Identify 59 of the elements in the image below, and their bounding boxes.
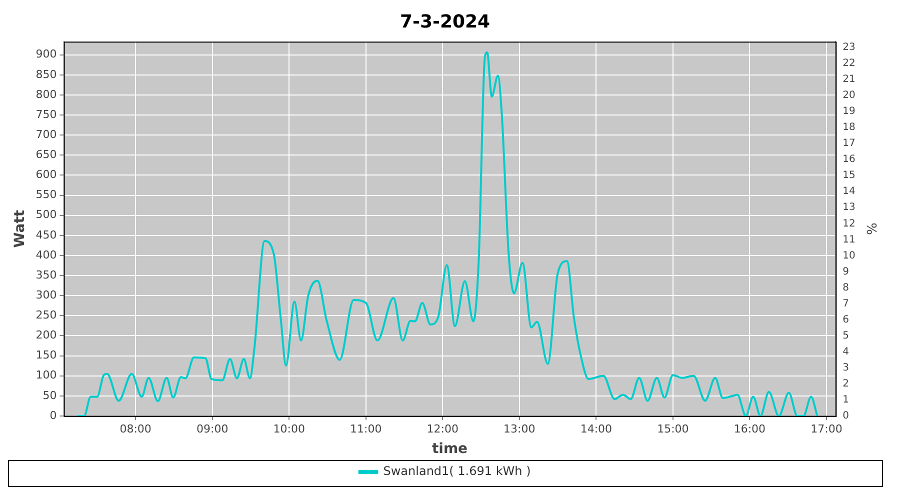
y2-tick-label: 20 bbox=[842, 90, 856, 102]
y2-tick-label: 7 bbox=[842, 298, 850, 310]
y-tick-label: 650 bbox=[36, 148, 57, 162]
y-tick-label: 150 bbox=[36, 348, 57, 362]
y-tick-label: 750 bbox=[36, 108, 57, 121]
legend-label: Swanland1( 1.691 kWh ) bbox=[383, 464, 531, 478]
y-tick-label: 900 bbox=[36, 48, 57, 61]
y-tick-label: 500 bbox=[36, 208, 57, 222]
y2-tick-label: 15 bbox=[842, 170, 856, 182]
x-tick-label: 15:00 bbox=[657, 422, 689, 436]
y2-tick-label: 10 bbox=[842, 250, 856, 262]
y2-tick-label: 9 bbox=[842, 266, 850, 278]
y2-tick-label: 0 bbox=[842, 410, 850, 422]
y-tick-label: 250 bbox=[36, 308, 57, 322]
y2-tick-label: 16 bbox=[842, 154, 856, 166]
y2-tick-label: 12 bbox=[842, 218, 856, 230]
y2-axis-title: % bbox=[862, 222, 878, 235]
y2-tick-label: 5 bbox=[842, 330, 850, 342]
y-tick-label: 300 bbox=[36, 288, 57, 302]
x-tick-label: 12:00 bbox=[426, 422, 458, 436]
y2-tick-label: 13 bbox=[842, 202, 856, 214]
x-axis-title: time bbox=[432, 441, 468, 458]
y2-tick-label: 6 bbox=[842, 314, 850, 326]
y-tick-label: 700 bbox=[36, 128, 57, 141]
y2-tick-label: 1 bbox=[842, 394, 850, 406]
y-tick-label: 50 bbox=[42, 388, 57, 402]
y2-tick-label: 18 bbox=[842, 122, 856, 134]
x-tick-label: 10:00 bbox=[273, 422, 305, 436]
y-tick-label: 350 bbox=[36, 268, 57, 282]
y-tick-label: 450 bbox=[36, 228, 57, 242]
y2-tick-label: 14 bbox=[842, 186, 856, 198]
y-tick-label: 600 bbox=[36, 168, 57, 182]
chart-title: 7-3-2024 bbox=[400, 11, 490, 32]
x-tick-label: 11:00 bbox=[350, 422, 382, 436]
y-tick-label: 850 bbox=[36, 68, 57, 81]
y2-tick-label: 22 bbox=[842, 58, 856, 69]
y-tick-label: 800 bbox=[36, 88, 57, 101]
y2-tick-label: 11 bbox=[842, 234, 856, 246]
y-tick-label: 100 bbox=[36, 368, 57, 382]
y2-tick-label: 3 bbox=[842, 362, 850, 374]
y2-tick-label: 4 bbox=[842, 346, 850, 358]
x-tick-label: 08:00 bbox=[120, 422, 152, 436]
y2-tick-label: 21 bbox=[842, 74, 856, 86]
y-axis-title: Watt bbox=[12, 210, 28, 248]
y2-tick-label: 17 bbox=[842, 138, 856, 150]
y-tick-label: 400 bbox=[36, 248, 57, 262]
x-tick-label: 16:00 bbox=[734, 422, 766, 436]
y-tick-label: 0 bbox=[50, 408, 57, 422]
y-tick-label: 200 bbox=[36, 328, 57, 342]
line-series bbox=[76, 51, 818, 416]
x-tick-label: 14:00 bbox=[580, 422, 612, 436]
x-tick-label: 17:00 bbox=[810, 422, 842, 436]
x-tick-label: 13:00 bbox=[504, 422, 536, 436]
y2-tick-label: 2 bbox=[842, 378, 850, 390]
y-tick-label: 550 bbox=[36, 188, 57, 202]
y2-tick-label: 19 bbox=[842, 106, 856, 118]
x-tick-label: 09:00 bbox=[196, 422, 228, 436]
y2-tick-label: 8 bbox=[842, 282, 850, 294]
y2-tick-label: 23 bbox=[842, 42, 856, 53]
